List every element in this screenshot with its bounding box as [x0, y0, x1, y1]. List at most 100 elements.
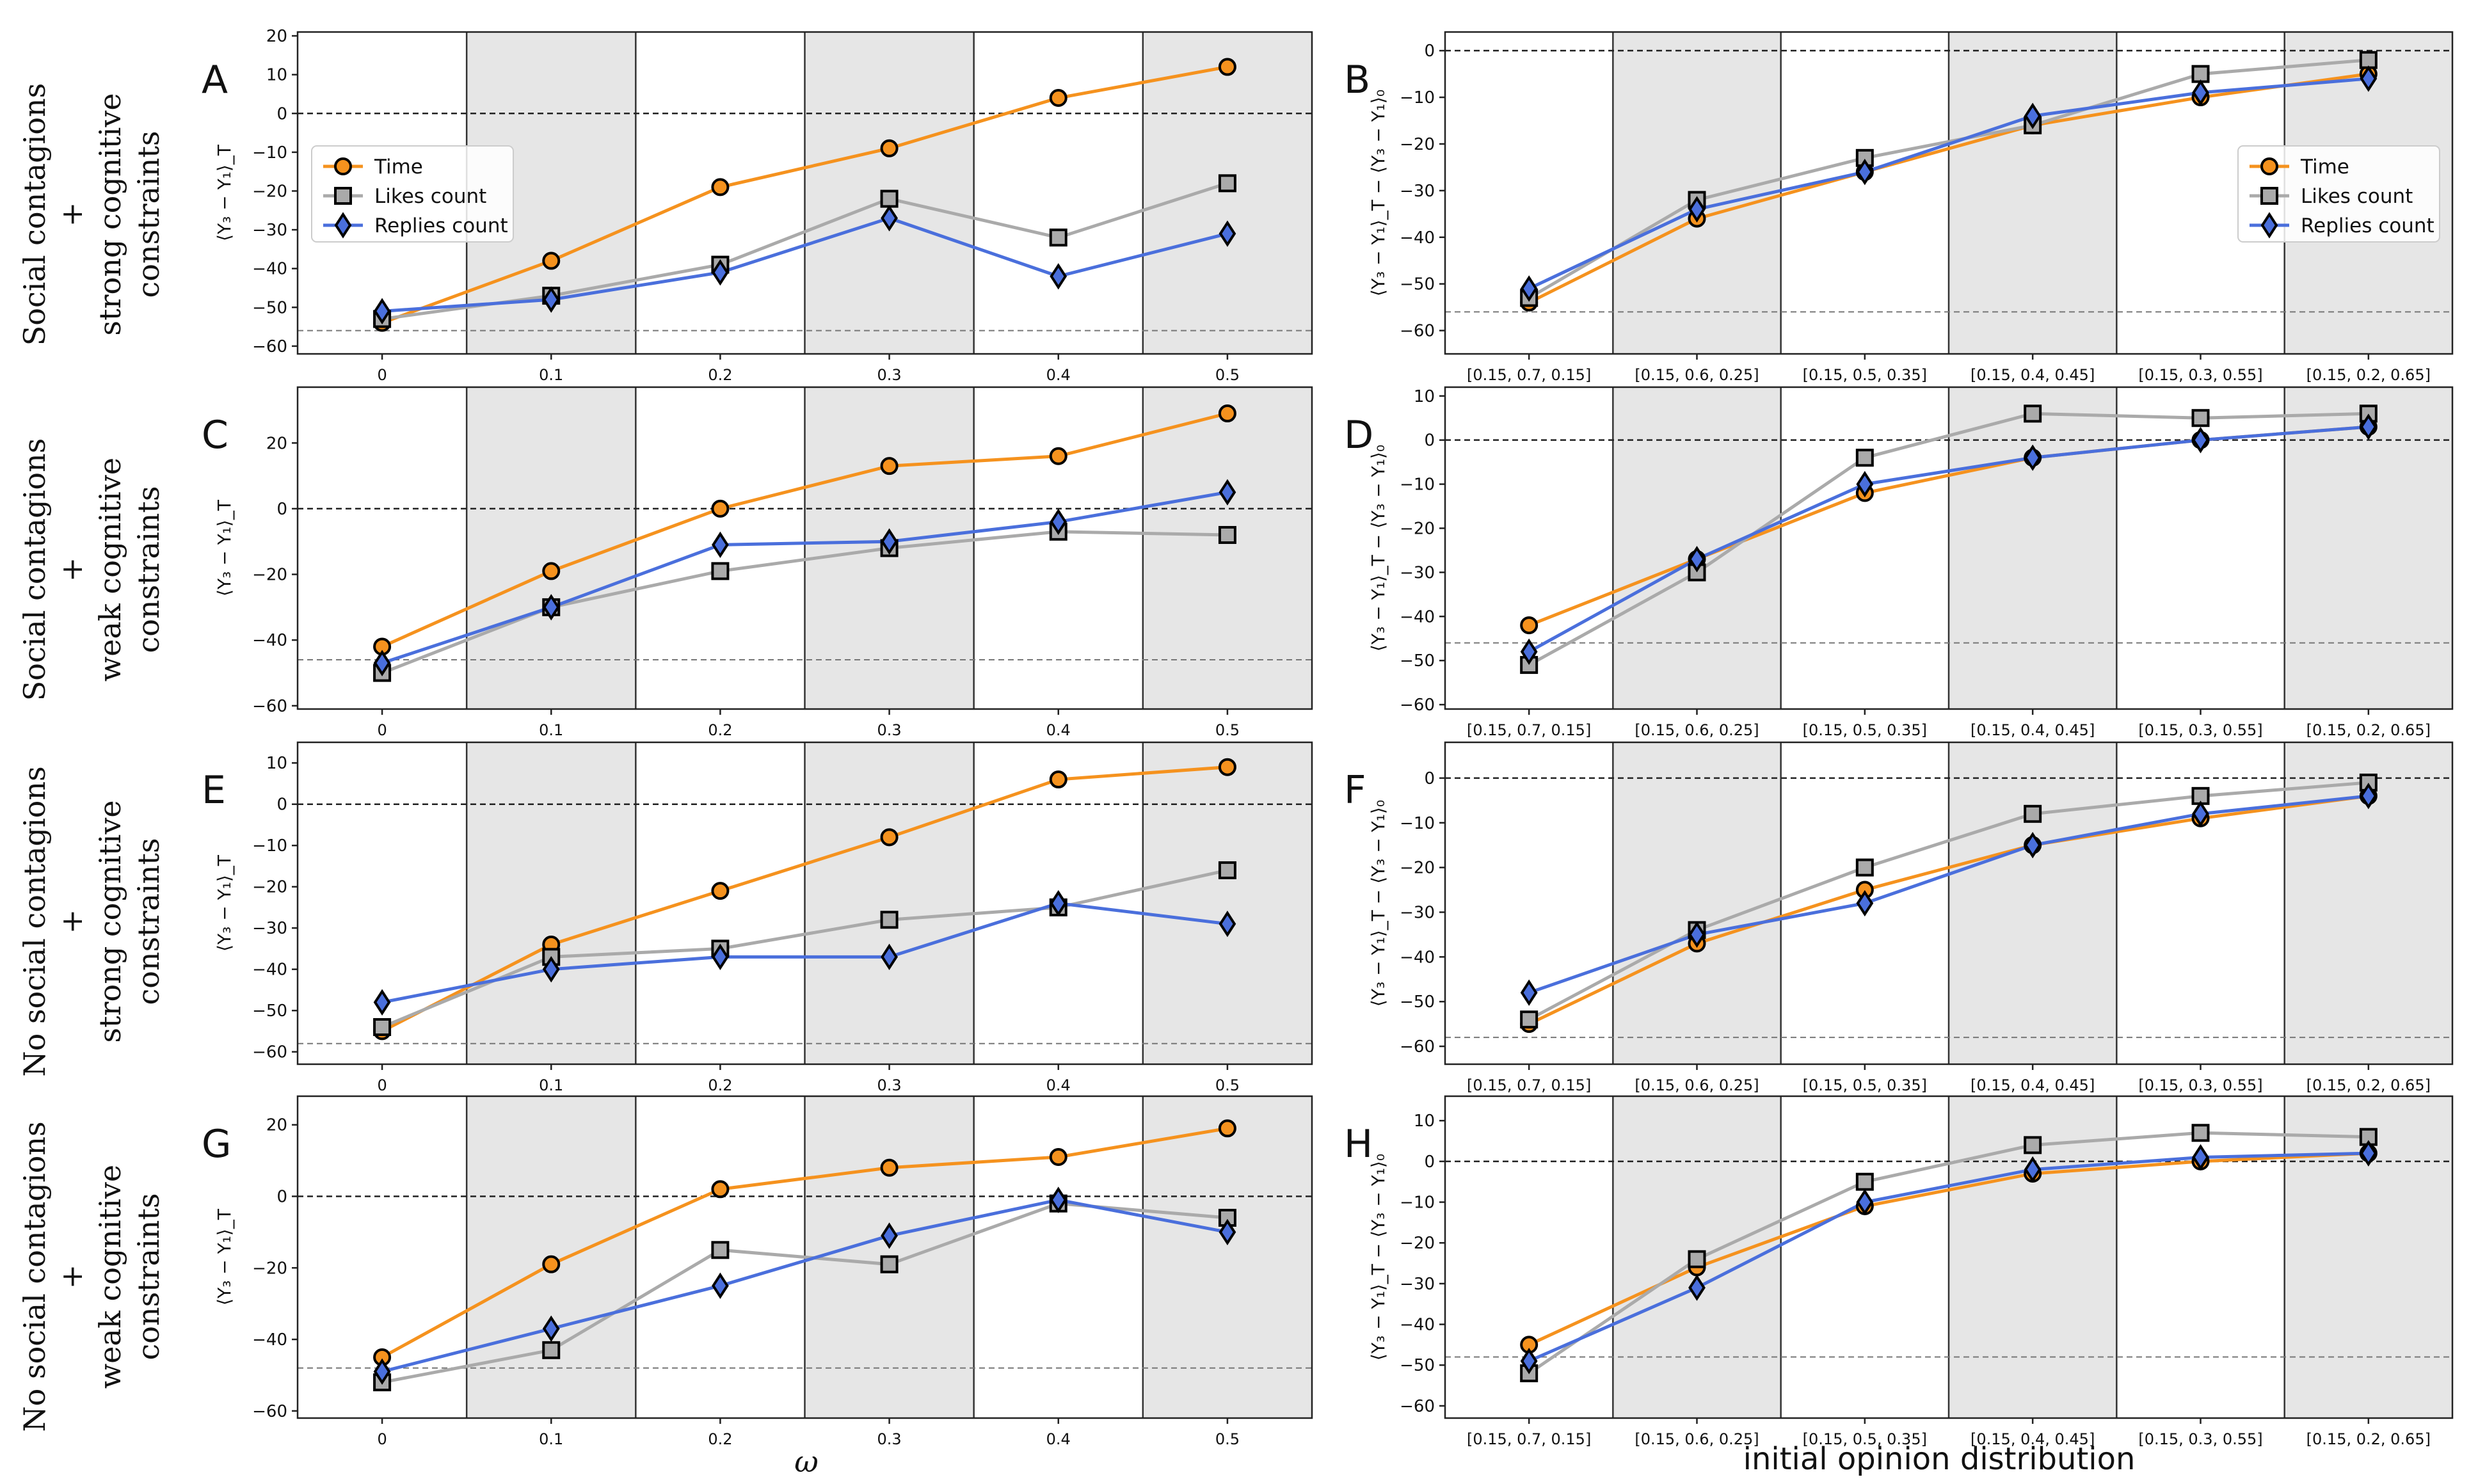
- data-point-time: [880, 457, 899, 475]
- data-point-time: [711, 499, 730, 518]
- row-label-line1: No social contagions: [17, 1121, 52, 1432]
- y-tick-label: −20: [1400, 1234, 1435, 1253]
- y-tick-label: −60: [1400, 696, 1435, 715]
- y-tick-label: −50: [252, 1001, 287, 1021]
- data-point-likes-count: [2191, 65, 2210, 83]
- legend-label: Likes count: [2301, 185, 2413, 208]
- x-tick-label: 0: [377, 1430, 387, 1448]
- data-point-likes-count: [711, 562, 730, 580]
- y-tick-label: 10: [1414, 1112, 1435, 1131]
- legend-marker: [334, 157, 352, 175]
- y-tick-label: −60: [1400, 322, 1435, 341]
- x-tick-label: 0.1: [539, 721, 563, 739]
- x-tick-label: [0.15, 0.3, 0.55]: [2138, 1076, 2262, 1094]
- data-point-replies-count: [2192, 427, 2209, 454]
- data-point-replies-count: [1856, 890, 1874, 917]
- x-tick-label: [0.15, 0.2, 0.65]: [2306, 366, 2431, 384]
- series-line-replies-count: [381, 901, 1228, 1004]
- row-label-line2: weak cognitive: [93, 458, 127, 682]
- legend-marker: [334, 187, 352, 205]
- legend-box: [311, 145, 514, 243]
- data-point-replies-count: [881, 205, 898, 232]
- y-tick-label: −20: [1400, 519, 1435, 538]
- x-tick-label: 0.5: [1215, 1430, 1240, 1448]
- y-tick-label: −20: [1400, 135, 1435, 154]
- data-point-replies-count: [2360, 413, 2378, 440]
- x-axis-label-left: ω: [794, 1444, 819, 1479]
- y-tick-label: −60: [252, 337, 287, 356]
- data-point-replies-count: [2024, 102, 2042, 129]
- data-point-time: [1218, 1119, 1236, 1138]
- x-tick-label: 0.2: [708, 721, 732, 739]
- y-tick-label: −50: [1400, 993, 1435, 1012]
- y-axis-label: ⟨Y₃ − Y₁⟩_T: [214, 854, 235, 952]
- data-point-likes-count: [1520, 1010, 1539, 1029]
- data-point-likes-count: [2024, 1136, 2042, 1154]
- data-point-replies-count: [542, 1315, 560, 1342]
- data-point-replies-count: [1856, 470, 1874, 498]
- x-tick-label: [0.15, 0.7, 0.15]: [1467, 1430, 1591, 1448]
- data-point-time: [1049, 447, 1067, 465]
- data-point-time: [1520, 616, 1539, 635]
- band-shade: [1949, 32, 2117, 354]
- y-tick-label: −40: [252, 260, 287, 279]
- x-tick-label: 0.3: [877, 366, 901, 384]
- row-label-plus: +: [54, 557, 89, 582]
- data-point-replies-count: [1050, 1186, 1067, 1213]
- y-tick-label: −60: [252, 1402, 287, 1421]
- x-tick-label: [0.15, 0.2, 0.65]: [2306, 1076, 2431, 1094]
- band-shade: [1949, 387, 2117, 709]
- band-shade: [1142, 1096, 1312, 1418]
- y-tick-label: −50: [252, 298, 287, 317]
- y-tick-label: −20: [252, 566, 287, 585]
- legend-label: Time: [2300, 156, 2349, 179]
- data-point-replies-count: [542, 594, 560, 621]
- x-tick-label: [0.15, 0.6, 0.25]: [1635, 721, 1759, 739]
- data-point-replies-count: [2024, 444, 2042, 471]
- plot-frame: [1444, 741, 2454, 1065]
- x-tick-label: 0.2: [708, 366, 732, 384]
- band-shade: [467, 387, 636, 709]
- data-point-replies-count: [712, 943, 729, 971]
- y-axis-label: ⟨Y₃ − Y₁⟩_T − ⟨Y₃ − Y₁⟩₀: [1368, 445, 1389, 651]
- row-label-line2: weak cognitive: [93, 1165, 127, 1389]
- panel-A: 20 10 0 −10 −20 −30 −40 −50 −60 0 0.1 0.2 0.3 0.4 0.5 A…: [202, 27, 1313, 384]
- row-label-plus: +: [54, 202, 89, 227]
- data-point-likes-count: [1688, 1250, 1706, 1268]
- data-point-time: [880, 1158, 899, 1177]
- y-tick-label: 0: [1424, 431, 1435, 451]
- data-point-time: [1049, 89, 1067, 108]
- data-point-likes-count: [1218, 525, 1236, 544]
- panel-letter-G: G: [202, 1122, 232, 1167]
- y-tick-label: 20: [266, 27, 287, 46]
- band-shade: [1142, 742, 1312, 1064]
- row-label-line3: constraints: [131, 1193, 166, 1360]
- data-point-likes-count: [1049, 228, 1067, 247]
- y-axis-label: ⟨Y₃ − Y₁⟩_T: [214, 1208, 235, 1305]
- x-tick-label: [0.15, 0.3, 0.55]: [2138, 721, 2262, 739]
- series-line-time: [1528, 794, 2369, 1026]
- series-line-time: [381, 765, 1228, 1033]
- y-tick-label: −10: [1400, 814, 1435, 833]
- x-tick-label: 0.5: [1215, 366, 1240, 384]
- x-tick-label: [0.15, 0.4, 0.45]: [1970, 1076, 2095, 1094]
- y-tick-label: −30: [252, 919, 287, 938]
- y-tick-label: 0: [276, 500, 287, 519]
- data-point-likes-count: [711, 1241, 730, 1259]
- data-point-replies-count: [373, 989, 391, 1016]
- plot-frame: [1444, 31, 2454, 355]
- x-tick-label: [0.15, 0.5, 0.35]: [1803, 1076, 1927, 1094]
- x-tick-label: 0.2: [708, 1076, 732, 1094]
- data-point-replies-count: [712, 259, 729, 286]
- x-tick-label: [0.15, 0.4, 0.45]: [1970, 366, 2095, 384]
- row-label-line1: Social contagions: [17, 438, 52, 701]
- data-point-replies-count: [1219, 479, 1236, 506]
- data-point-likes-count: [1218, 861, 1236, 879]
- band-shade: [1142, 387, 1312, 709]
- data-point-replies-count: [1050, 890, 1067, 917]
- data-point-replies-count: [1688, 921, 1706, 948]
- x-tick-label: [0.15, 0.4, 0.45]: [1970, 1430, 2095, 1448]
- panel-H: 10 0 −10 −20 −30 −40 −50 −60 [0.15, 0.7, 0.15] [0…: [1344, 1095, 2454, 1448]
- x-axis-label-right: initial opinion distribution: [1743, 1441, 2136, 1477]
- x-tick-label: 0.1: [539, 1430, 563, 1448]
